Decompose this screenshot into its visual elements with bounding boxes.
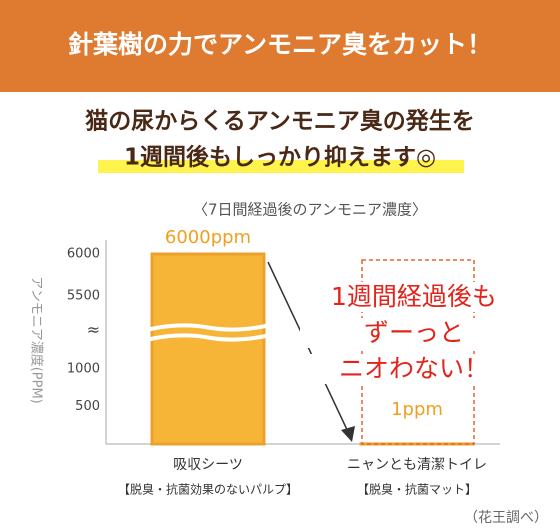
- y-tick-label: 5500: [67, 289, 100, 304]
- annotation-bg: [300, 282, 528, 312]
- axis-break: ≈: [87, 320, 100, 339]
- y-tick-label: 500: [75, 399, 100, 414]
- category-note: 【脱臭・抗菌効果のないパルプ】: [118, 482, 298, 497]
- x-tick-label: ニャンとも清潔トイレ: [347, 457, 487, 473]
- highlight: [98, 160, 464, 173]
- source: （花王調べ）: [464, 510, 548, 526]
- y-tick-label: 6000: [67, 247, 100, 262]
- header-band: [0, 0, 560, 92]
- chart-title: 〈7日間経過後のアンモニア濃度〉: [193, 201, 427, 219]
- arrow: [267, 261, 351, 437]
- y-tick-label: 1000: [67, 362, 100, 377]
- annotation: ずーっと: [364, 318, 464, 347]
- y-axis-label: アンモニア濃度(PPM): [29, 276, 45, 404]
- break-wave: [147, 333, 269, 342]
- annotation: ニオわない！: [339, 354, 489, 383]
- x-tick-label: 吸収シーツ: [173, 457, 243, 473]
- annotation-box: [361, 259, 475, 445]
- subtitle-line: 1週間後もしっかり抑えます◎: [124, 144, 436, 171]
- value-label: 1ppm: [391, 399, 443, 420]
- value-label: 6000ppm: [165, 227, 251, 248]
- arrowhead: [341, 426, 355, 442]
- category-note: 【脱臭・抗菌マット】: [357, 482, 477, 497]
- subtitle-line: 猫の尿からくるアンモニア臭の発生を: [85, 109, 475, 135]
- annotation: 1週間経過後も: [331, 282, 497, 311]
- header-title: 針葉樹の力でアンモニア臭をカット！: [68, 30, 492, 59]
- bar: [150, 252, 266, 446]
- annotation-bg: [300, 354, 528, 384]
- annotation-bg: [300, 318, 528, 348]
- break-wave: [147, 323, 269, 332]
